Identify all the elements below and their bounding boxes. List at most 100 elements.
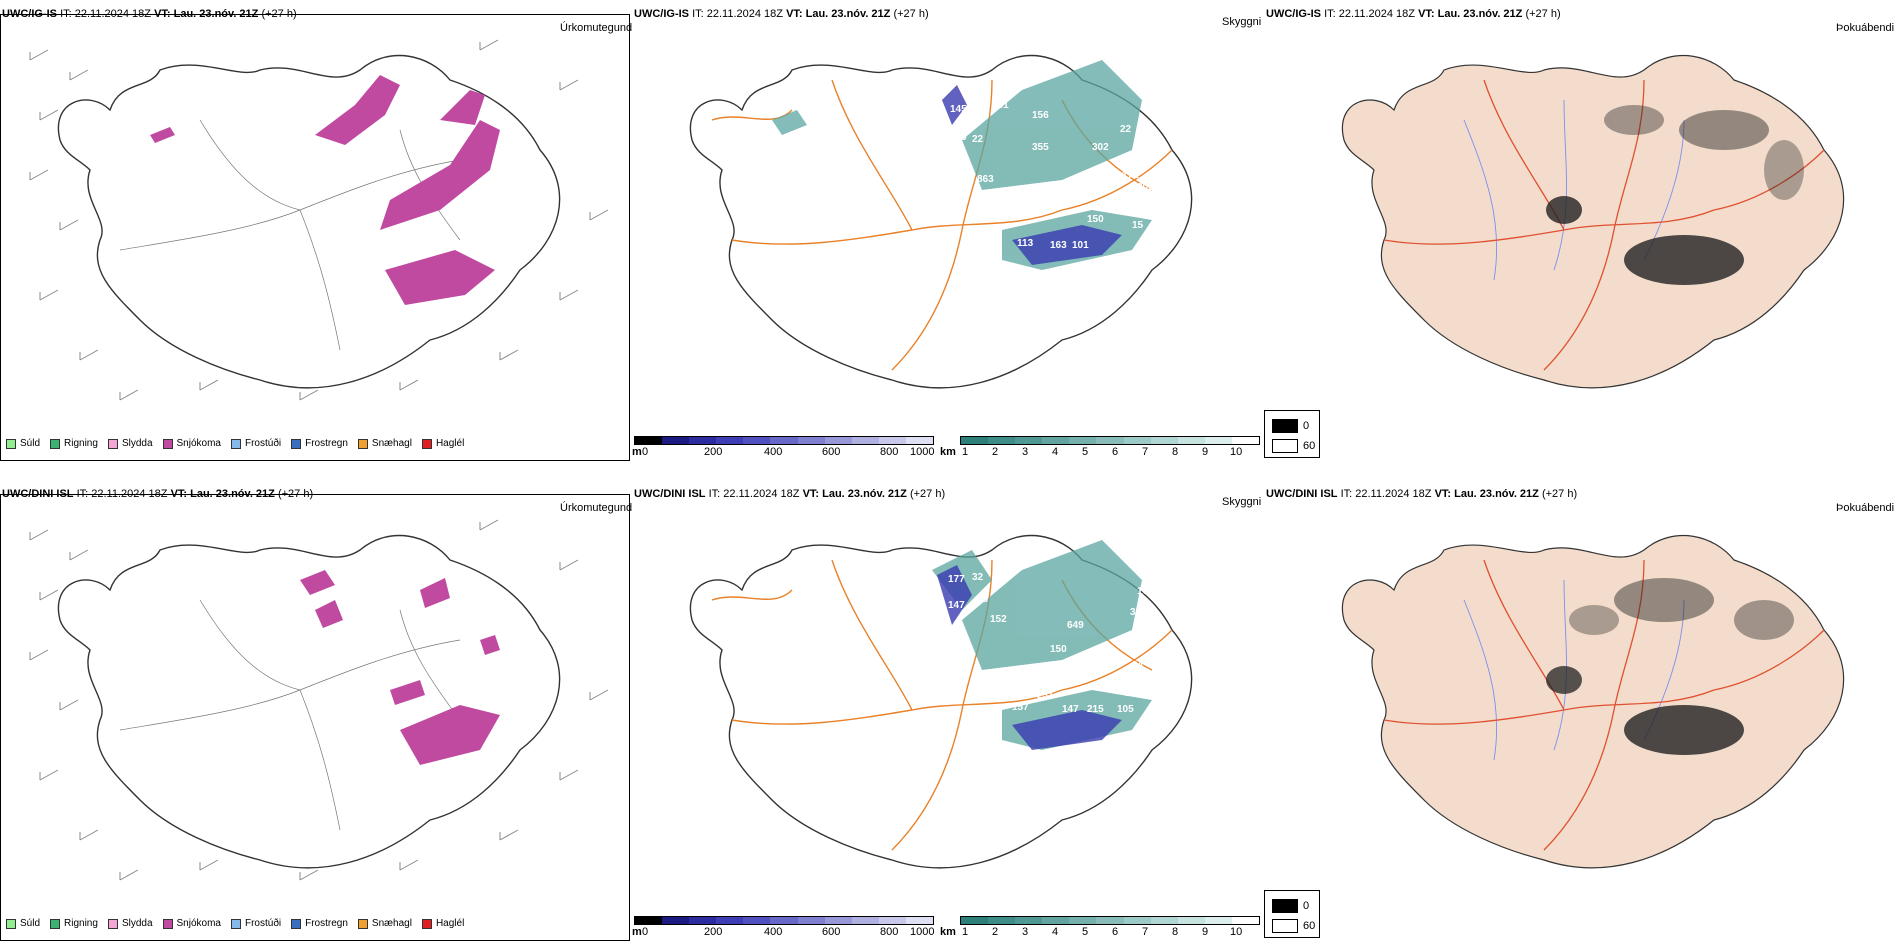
ceiling-blue: [942, 85, 1122, 265]
colorbar-step: [1177, 917, 1205, 924]
visibility-value: 302: [1092, 142, 1109, 153]
colorbar-step: [1204, 437, 1232, 444]
visibility-value: 32: [972, 572, 984, 583]
tick-label: 1000: [910, 446, 935, 458]
legend-swatch: [357, 918, 368, 929]
visibility-value: 15: [1132, 220, 1144, 231]
tick-label: 400: [764, 926, 783, 938]
visibility-value: 177: [948, 574, 965, 585]
colorbar-step: [1150, 917, 1178, 924]
legend-label: Haglél: [435, 918, 465, 929]
tick-label: 4: [1052, 446, 1059, 458]
colorbar-step: [905, 917, 934, 924]
fog-panel: UWC/DINI ISL IT: 22.11.2024 18Z VT: Lau.…: [1264, 480, 1900, 950]
ceiling-colorbar: [634, 916, 934, 925]
precip-type-legend: Súld Rigning Slydda Snjókoma Frostúði Fr…: [6, 918, 464, 929]
vt-label: VT:: [802, 488, 820, 500]
colorbar-step: [797, 437, 825, 444]
model-name: UWC/IG-IS: [1266, 8, 1321, 20]
legend-label: Snjókoma: [176, 438, 221, 449]
colorbar-step: [1096, 917, 1124, 924]
colorbar-step: [851, 917, 879, 924]
visibility-value: 147: [1062, 704, 1079, 715]
colorbar-step: [716, 917, 744, 924]
fog-legend-low: 0: [1303, 420, 1310, 432]
iceland-precip-map: [29, 39, 609, 401]
legend-swatch: [6, 438, 16, 449]
legend-swatch: [291, 438, 302, 449]
tick-label: 7: [1142, 926, 1149, 938]
panel-title: Þokuábendi: [1836, 502, 1895, 514]
panel-header: UWC/DINI ISL IT: 22.11.2024 18Z VT: Lau.…: [2, 488, 313, 500]
roads: [711, 559, 1173, 851]
tick-label: 1: [962, 926, 969, 938]
tick-label: 400: [764, 446, 783, 458]
tick-label: 0: [642, 926, 649, 938]
legend-swatch: [162, 918, 173, 929]
colorbar-step: [851, 437, 879, 444]
legend-swatch: [230, 918, 241, 929]
vt-label: VT:: [1418, 8, 1435, 20]
legend-label: Rigning: [64, 918, 98, 929]
colorbar-step: [824, 917, 852, 924]
vt-value: Lau. 23.nóv. 21Z: [822, 488, 907, 500]
legend-label: Snæhagl: [371, 438, 412, 449]
legend-item: Frostregn: [291, 918, 348, 929]
fog-legend-white: [1272, 919, 1298, 933]
legend-swatch: [107, 918, 118, 929]
visibility-value: 33: [1114, 674, 1126, 685]
roads: [711, 79, 1173, 371]
legend-label: Slydda: [121, 438, 153, 449]
legend-item: Rigning: [50, 438, 98, 449]
colorbar-step: [1042, 437, 1070, 444]
visibility-value: 53: [1124, 688, 1136, 699]
tick-label: 2: [992, 926, 999, 938]
tick-label: 6: [1112, 926, 1119, 938]
ceiling-unit: m: [632, 446, 642, 458]
tick-label: 8: [1172, 926, 1179, 938]
legend-label: Súld: [20, 918, 41, 929]
visibility-value: 157: [1012, 702, 1029, 713]
panel-header: UWC/IG-IS IT: 22.11.2024 18Z VT: Lau. 23…: [1266, 8, 1561, 20]
legend-swatch: [6, 918, 16, 929]
colorbar-step: [1123, 437, 1151, 444]
vt-label: VT:: [786, 8, 803, 20]
tick-label: 3: [1022, 926, 1029, 938]
lead-time: (+27 h): [909, 488, 946, 500]
wind-barbs: [29, 519, 609, 881]
wind-barbs: [29, 39, 609, 401]
panel-header: UWC/IG-IS IT: 22.11.2024 18Z VT: Lau. 23…: [634, 8, 929, 20]
ceiling-colorbar: [634, 436, 934, 445]
colorbar-step: [1150, 437, 1178, 444]
colorbar-step: [961, 917, 989, 924]
colorbar-step: [1015, 917, 1043, 924]
visibility-value: 149: [977, 242, 994, 253]
visibility-value: 649: [1067, 620, 1084, 631]
visibility-value: 51: [1040, 662, 1052, 673]
colorbar-step: [1231, 917, 1260, 924]
model-name: UWC/IG-IS: [634, 8, 689, 20]
tick-label: 3: [1022, 446, 1029, 458]
precip-type-panel: UWC/DINI ISL IT: 22.11.2024 18Z VT: Lau.…: [0, 480, 632, 950]
tick-label: 4: [1052, 926, 1059, 938]
visibility-value: 22: [1120, 124, 1132, 135]
iceland-precip-map: [29, 519, 609, 881]
legend-item: Haglél: [421, 918, 465, 929]
iceland-outline: [1341, 535, 1845, 869]
legend-label: Frostúði: [244, 438, 282, 449]
vt-value: Lau. 23.nóv. 21Z: [173, 8, 259, 20]
colorbar-step: [743, 437, 771, 444]
fog-legend-high: 60: [1303, 920, 1316, 932]
legend-label: Frostúði: [244, 918, 282, 929]
fog-shading: [1546, 578, 1794, 755]
model-name: UWC/DINI ISL: [634, 488, 706, 500]
legend-item: Snjókoma: [162, 918, 221, 929]
vt-value: Lau. 23.nóv. 21Z: [190, 488, 275, 500]
visibility-values: 145 171 181 160 22 156 19 863 355 302 22…: [932, 90, 1154, 253]
colorbar-step: [878, 437, 906, 444]
legend-item: Súld: [6, 918, 40, 929]
panel-header: UWC/IG-IS IT: 22.11.2024 18Z VT: Lau. 23…: [2, 8, 297, 20]
legend-label: Snjókoma: [176, 918, 221, 929]
visibility-value: 163: [1050, 240, 1067, 251]
roads: [119, 599, 461, 831]
